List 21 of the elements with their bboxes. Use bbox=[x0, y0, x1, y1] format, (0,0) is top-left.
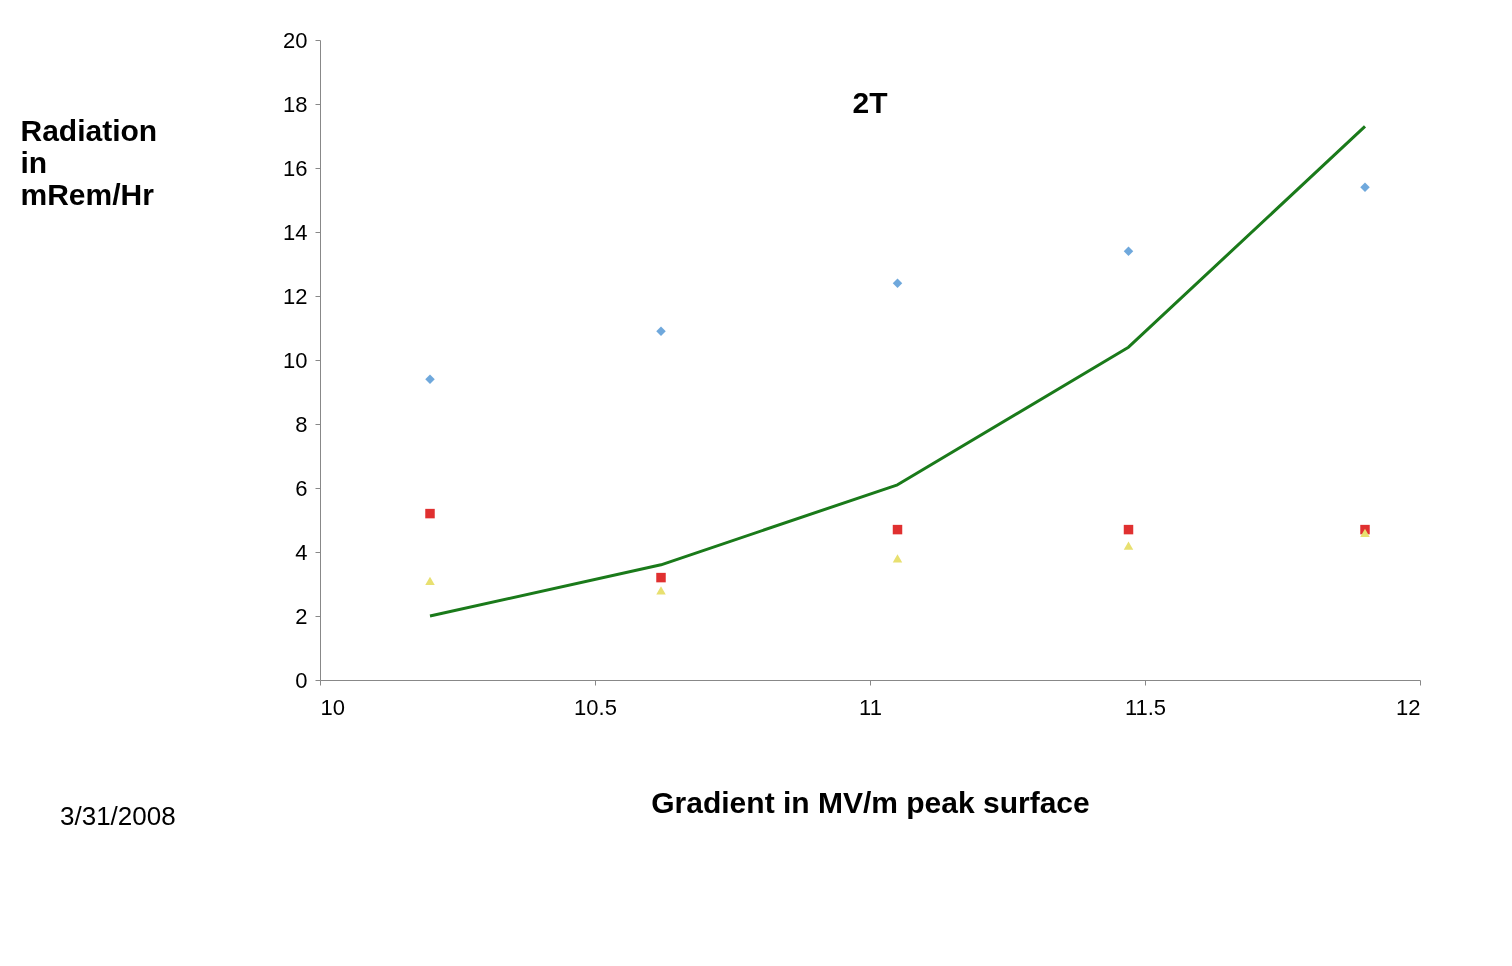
x-axis-title: Gradient in MV/m peak surface bbox=[651, 785, 1090, 819]
y-tick-label: 6 bbox=[295, 475, 308, 501]
y-tick-label: 14 bbox=[283, 219, 308, 245]
x-tick-label: 11 bbox=[859, 694, 882, 720]
y-tick-label: 0 bbox=[295, 667, 308, 693]
y-tick-label: 18 bbox=[283, 91, 308, 117]
x-tick-label: 10 bbox=[320, 694, 345, 720]
text: 2T bbox=[852, 86, 888, 119]
y-tick-label: 16 bbox=[283, 155, 308, 181]
x-tick-label: 10.5 bbox=[574, 694, 617, 720]
y-tick-label: 2 bbox=[295, 603, 308, 629]
text: 3/31/2008 bbox=[60, 801, 176, 831]
y-tick-label: 8 bbox=[295, 411, 308, 437]
y-axis-title: Radiation in mRem/Hr bbox=[20, 114, 158, 212]
x-tick-label: 11.5 bbox=[1124, 694, 1167, 720]
y-tick-label: 20 bbox=[283, 27, 308, 53]
y-tick-label: 12 bbox=[283, 283, 308, 309]
line-series bbox=[428, 124, 1367, 618]
x-tick-label: 12 bbox=[1396, 694, 1421, 720]
y-tick-label: 10 bbox=[283, 347, 308, 373]
y-tick-label: 4 bbox=[295, 539, 308, 565]
